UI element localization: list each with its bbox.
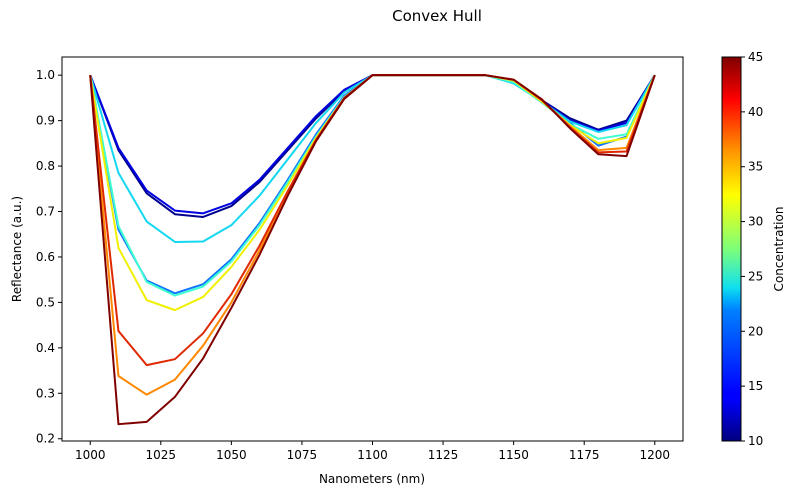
colorbar-tick-label: 35 — [748, 160, 763, 174]
colorbar-tick-label: 30 — [748, 215, 763, 229]
colorbar-tick-label: 15 — [748, 379, 763, 393]
x-tick-label: 1200 — [639, 448, 670, 462]
y-tick-label: 0.9 — [36, 114, 55, 128]
series-line-12 — [89, 74, 656, 215]
series-line-32 — [89, 74, 656, 312]
colorbar-ticks: 10 15 20 25 30 35 40 45 — [741, 50, 763, 448]
chart-title: Convex Hull — [392, 7, 482, 25]
colorbar-tick-label: 25 — [748, 269, 763, 283]
colorbar-tick-label: 40 — [748, 105, 763, 119]
series-line-21 — [89, 74, 656, 243]
series-line-45 — [89, 74, 656, 426]
x-tick-label: 1025 — [146, 448, 177, 462]
colorbar-label: Concentration — [772, 207, 786, 292]
y-tick-label: 0.3 — [36, 386, 55, 400]
x-tick-label: 1150 — [498, 448, 529, 462]
colorbar-tick-label: 10 — [748, 434, 763, 448]
series-line-17 — [89, 74, 656, 295]
x-tick-label: 1050 — [216, 448, 247, 462]
x-tick-label: 1100 — [357, 448, 388, 462]
y-tick-label: 0.2 — [36, 432, 55, 446]
x-axis-label: Nanometers (nm) — [319, 472, 425, 486]
x-axis-ticks: 1000 1025 1050 1075 1100 1125 1150 1175 1200 — [75, 441, 670, 462]
y-axis-label: Reflectance (a.u.) — [10, 196, 24, 302]
series-line-10 — [89, 74, 656, 218]
x-tick-label: 1125 — [428, 448, 459, 462]
y-tick-label: 0.6 — [36, 250, 55, 264]
x-tick-label: 1075 — [287, 448, 318, 462]
x-tick-label: 1000 — [75, 448, 106, 462]
y-tick-label: 0.4 — [36, 341, 55, 355]
y-tick-label: 0.5 — [36, 295, 55, 309]
y-tick-label: 0.7 — [36, 205, 55, 219]
y-tick-label: 0.8 — [36, 159, 55, 173]
colorbar-tick-label: 20 — [748, 324, 763, 338]
colorbar — [721, 56, 742, 442]
y-axis-ticks: 0.2 0.3 0.4 0.5 0.6 0.7 0.8 0.9 1.0 — [36, 68, 62, 446]
series-line-23 — [89, 74, 656, 297]
x-tick-label: 1175 — [569, 448, 600, 462]
colorbar-tick-label: 45 — [748, 50, 763, 64]
plot-frame — [61, 56, 684, 442]
y-tick-label: 1.0 — [36, 68, 55, 82]
series-layer — [89, 74, 656, 426]
